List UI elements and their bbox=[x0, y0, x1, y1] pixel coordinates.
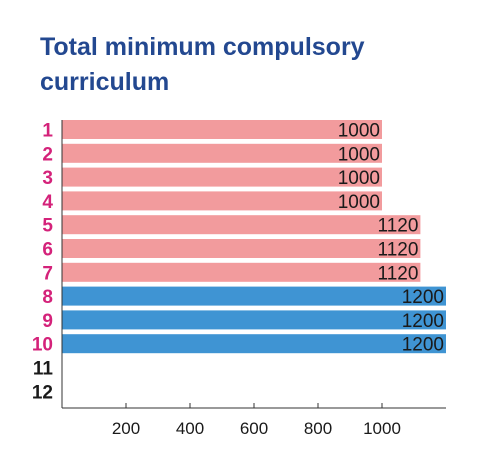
x-tick-label: 600 bbox=[240, 419, 268, 438]
value-label: 1000 bbox=[338, 121, 380, 142]
x-ticks-layer: 200 400 600 800 1000 bbox=[112, 403, 401, 438]
category-label: 12 bbox=[32, 382, 53, 403]
x-tick-label: 800 bbox=[304, 419, 332, 438]
bar bbox=[62, 143, 382, 163]
x-tick-label: 200 bbox=[112, 419, 140, 438]
bar bbox=[62, 191, 382, 211]
category-label: 9 bbox=[42, 311, 53, 332]
category-label: 2 bbox=[42, 144, 53, 165]
bar bbox=[62, 120, 382, 139]
category-label: 10 bbox=[32, 335, 53, 356]
x-tick-label: 400 bbox=[176, 419, 204, 438]
category-label: 11 bbox=[33, 359, 54, 380]
bar bbox=[62, 239, 421, 258]
value-label: 1000 bbox=[338, 144, 380, 165]
category-label: 3 bbox=[42, 168, 53, 189]
x-tick-label: 1000 bbox=[363, 419, 401, 438]
bars-layer bbox=[62, 120, 446, 354]
category-label: 5 bbox=[42, 216, 53, 237]
bar bbox=[62, 334, 446, 354]
category-label: 8 bbox=[42, 287, 53, 308]
chart-title: Total minimum compulsory curriculum bbox=[40, 33, 365, 96]
bar bbox=[62, 310, 446, 330]
category-label: 7 bbox=[42, 263, 53, 284]
value-label: 1200 bbox=[402, 287, 444, 308]
value-label: 1120 bbox=[378, 240, 419, 261]
value-label: 1200 bbox=[402, 335, 444, 356]
value-label: 1120 bbox=[378, 263, 419, 284]
value-label: 1200 bbox=[402, 311, 444, 332]
bar bbox=[62, 167, 382, 187]
category-label: 1 bbox=[42, 121, 53, 142]
category-label: 4 bbox=[42, 192, 53, 213]
value-label: 1000 bbox=[338, 168, 380, 189]
value-label: 1120 bbox=[378, 216, 419, 237]
category-label: 6 bbox=[42, 240, 53, 261]
bar bbox=[62, 262, 421, 282]
value-label: 1000 bbox=[338, 192, 380, 213]
bar bbox=[62, 286, 446, 306]
bar bbox=[62, 215, 421, 235]
